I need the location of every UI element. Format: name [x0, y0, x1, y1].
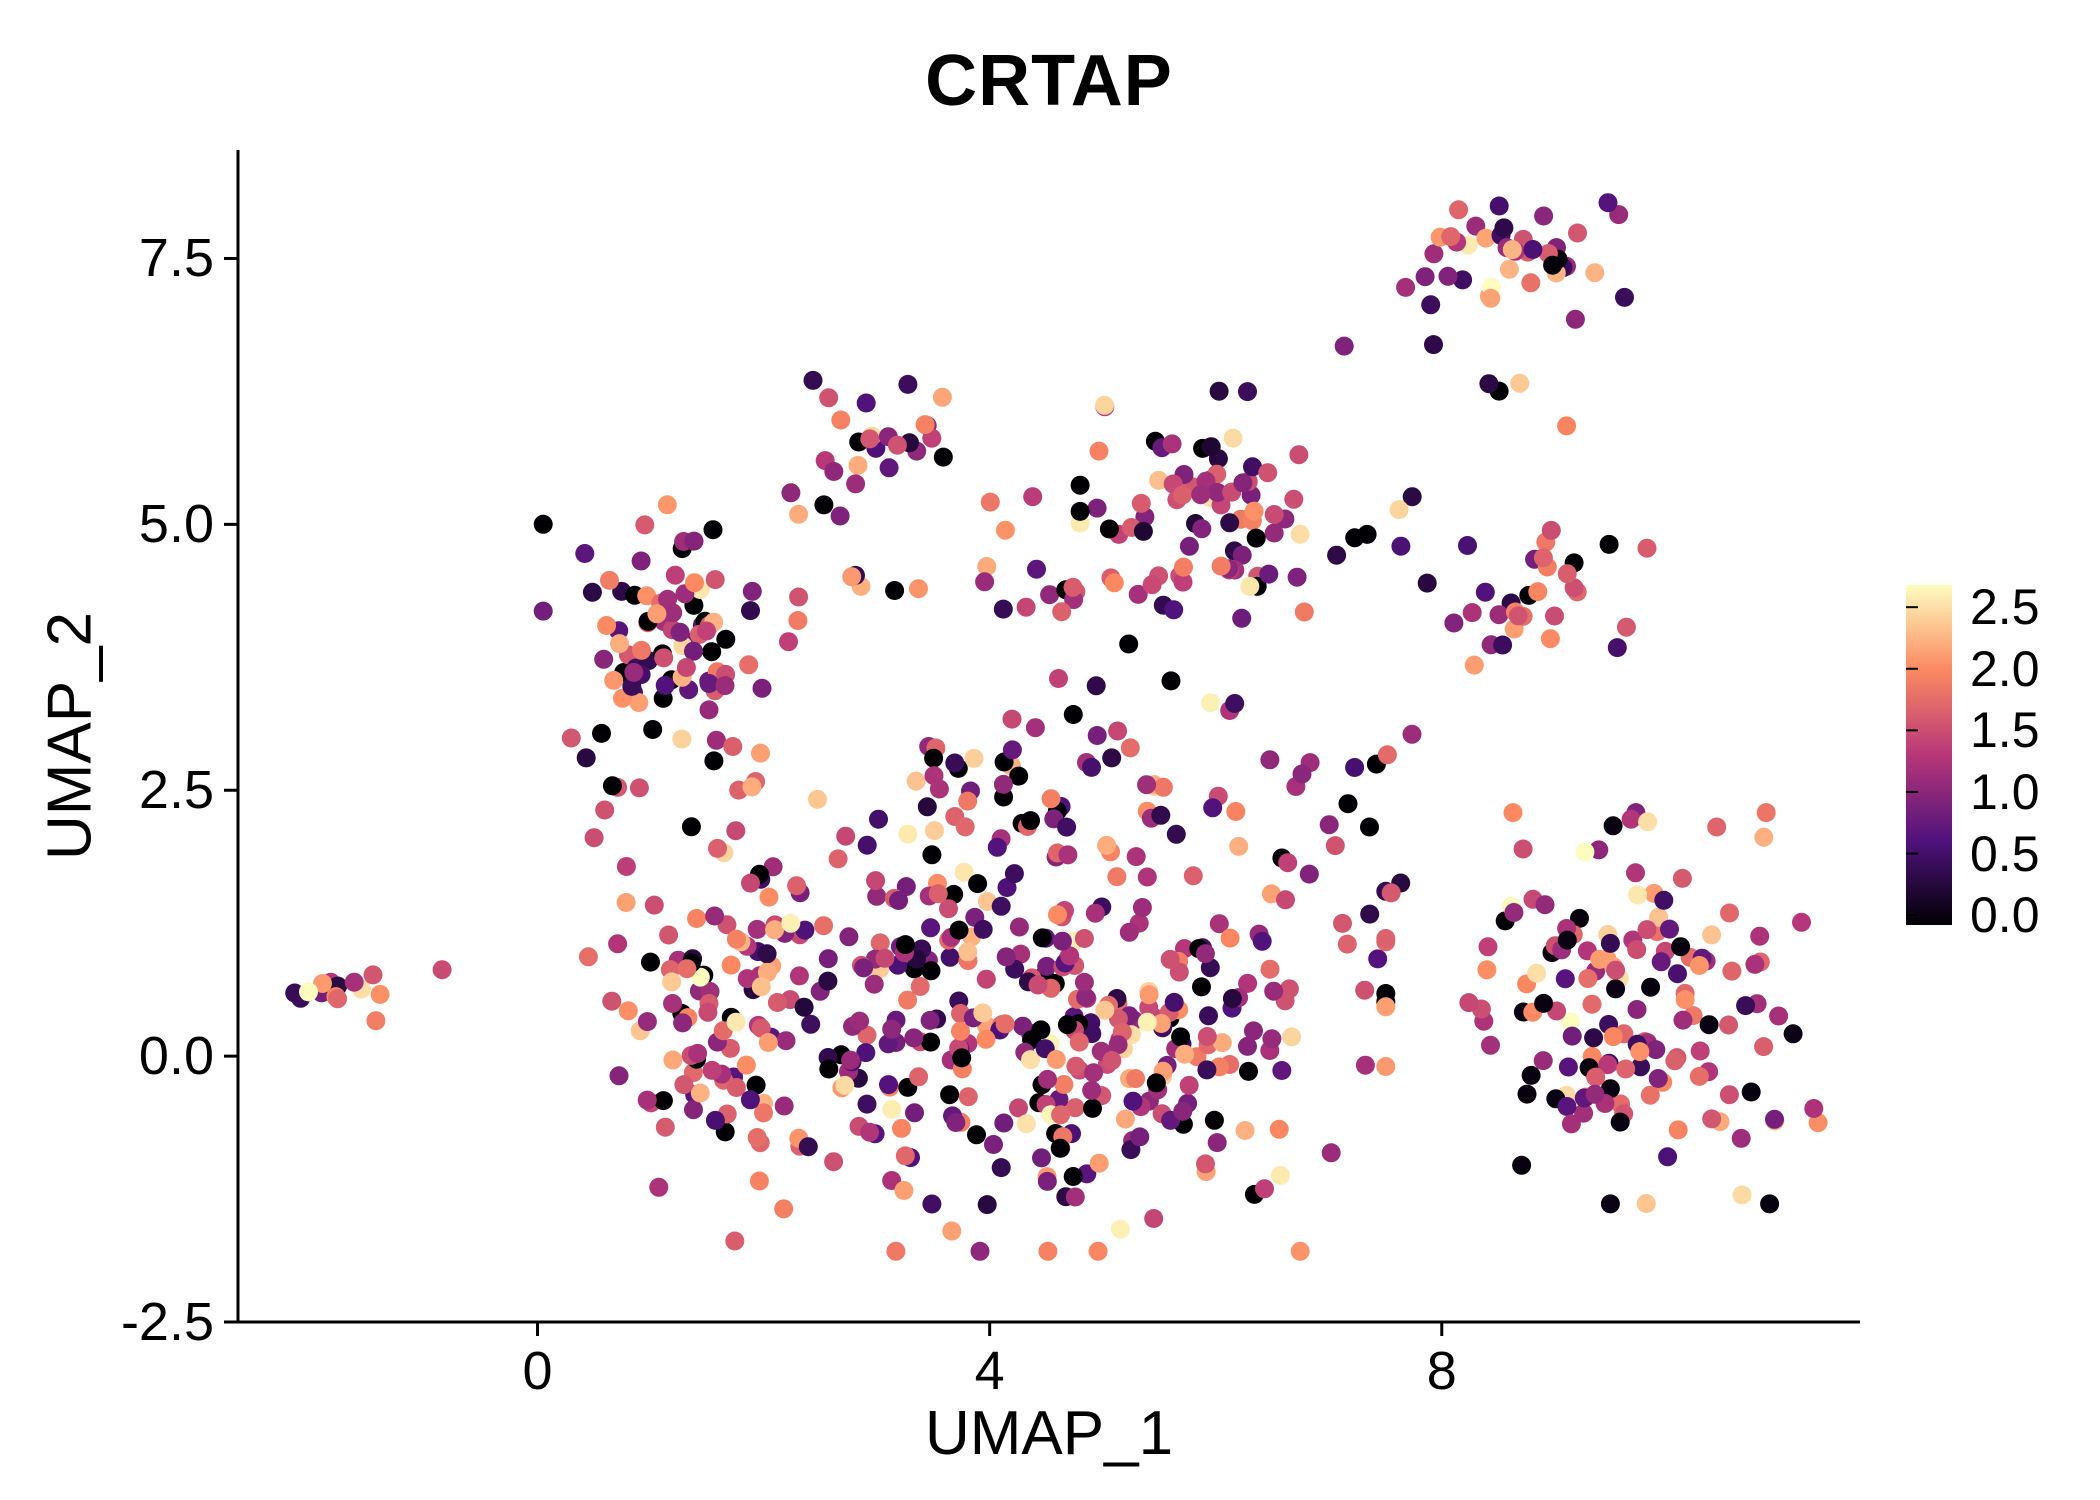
y-tick-label: 0.0 — [138, 1026, 214, 1087]
y-axis-label: UMAP_2 — [35, 611, 105, 861]
x-tick-label: 0 — [522, 1341, 553, 1401]
colorbar-tick-label: 0.5 — [1970, 825, 2040, 882]
colorbar-tick-label: 1.5 — [1970, 702, 2040, 759]
x-axis-label: UMAP_1 — [924, 1399, 1174, 1468]
points-layer — [285, 193, 1828, 1261]
colorbar-tick-label: 2.0 — [1970, 640, 2040, 697]
y-tick-label: 5.0 — [138, 494, 214, 555]
y-tick-label: -2.5 — [120, 1292, 214, 1352]
plot-title: CRTAP — [925, 41, 1173, 121]
y-tick-label: 7.5 — [138, 228, 214, 289]
x-tick-label: 4 — [974, 1341, 1005, 1401]
y-tick-label: 2.5 — [138, 760, 214, 821]
x-tick-label: 8 — [1426, 1341, 1457, 1401]
colorbar-tick-label: 2.5 — [1970, 579, 2040, 636]
colorbar-tick-label: 1.0 — [1970, 763, 2040, 820]
colorbar-tick-label: 0.0 — [1970, 887, 2040, 944]
